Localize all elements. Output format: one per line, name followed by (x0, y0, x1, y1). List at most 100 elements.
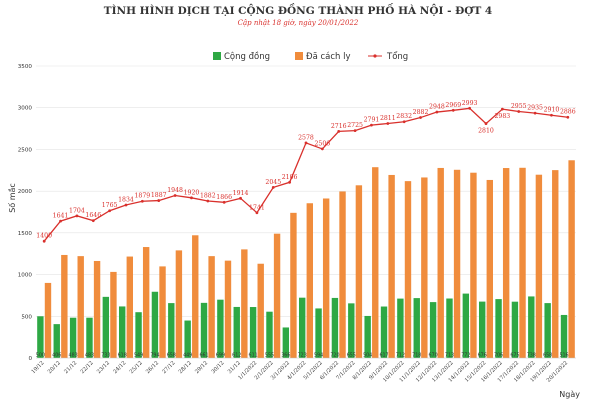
x-tick-label-10: 29/12 (194, 360, 209, 375)
bar-cong-dong-19 (348, 303, 355, 358)
tong-value-label-32: 2886 (560, 109, 576, 116)
bar-cong-dong-2 (69, 317, 77, 358)
bar-cong-dong-28 (495, 299, 502, 358)
tong-point-31 (550, 113, 553, 117)
bar-cong-dong-5 (119, 306, 126, 358)
cong-dong-value-label-22: 712 (396, 353, 405, 359)
bar-da-cach-ly-25 (453, 169, 461, 358)
tong-point-30 (533, 111, 537, 115)
cong-dong-value-label-15: 366 (281, 353, 290, 359)
cong-dong-value-label-12: 612 (232, 353, 241, 359)
bar-da-cach-ly-14 (273, 233, 281, 358)
tong-point-11 (222, 200, 226, 204)
bar-da-cach-ly-31 (552, 170, 559, 358)
bar-da-cach-ly-5 (126, 256, 133, 358)
tong-value-label-4: 1765 (102, 202, 118, 209)
tong-point-27 (484, 122, 488, 125)
cong-dong-value-label-20: 504 (363, 353, 372, 359)
bar-da-cach-ly-0 (44, 282, 52, 358)
bar-da-cach-ly-19 (355, 185, 363, 358)
bar-da-cach-ly-2 (77, 256, 84, 358)
cong-dong-value-label-16: 723 (298, 353, 307, 359)
x-tick-label-11: 30/12 (211, 360, 226, 375)
tong-point-13 (255, 211, 259, 215)
y-tick-label-6: 3000 (18, 106, 33, 112)
tong-point-23 (419, 116, 422, 119)
x-tick-label-2: 21/12 (63, 360, 78, 375)
tong-value-label-7: 1887 (151, 192, 167, 199)
tong-value-label-3: 1646 (85, 212, 101, 219)
bar-cong-dong-9 (184, 320, 191, 358)
x-tick-label-3: 22/12 (80, 360, 95, 375)
bar-cong-dong-12 (233, 306, 240, 358)
cong-dong-value-label-8: 658 (167, 353, 176, 359)
y-tick-label-4: 2000 (18, 189, 33, 195)
cong-dong-value-label-9: 449 (183, 353, 192, 359)
tong-value-label-1: 1641 (53, 213, 69, 220)
y-axis-label: Số mắc (7, 183, 17, 213)
tong-point-26 (468, 106, 472, 110)
bar-da-cach-ly-22 (404, 181, 412, 358)
tong-value-label-23: 2882 (413, 109, 429, 116)
bar-da-cach-ly-13 (257, 263, 264, 358)
tong-value-label-20: 2791 (364, 117, 380, 124)
tong-value-label-16: 2578 (298, 134, 314, 141)
tong-value-label-6: 1879 (134, 193, 150, 200)
tong-point-0 (42, 239, 46, 243)
cong-dong-value-label-5: 618 (118, 353, 127, 359)
bar-da-cach-ly-29 (519, 167, 526, 358)
bar-da-cach-ly-9 (192, 235, 199, 358)
bar-cong-dong-30 (528, 296, 535, 358)
bar-da-cach-ly-3 (93, 260, 101, 358)
cong-dong-value-label-21: 617 (379, 353, 388, 359)
y-tick-label-7: 3500 (18, 64, 33, 70)
tong-value-label-17: 2506 (314, 140, 330, 147)
tong-point-3 (91, 219, 95, 223)
tong-value-label-25: 2969 (445, 102, 461, 109)
tong-point-5 (124, 203, 128, 207)
tong-point-12 (239, 196, 242, 200)
cong-dong-value-labels: 500 406 483 483 733 618 549 794 658 449 661 699 612 6… (36, 353, 569, 359)
cong-dong-value-label-3: 483 (85, 353, 94, 359)
tong-point-24 (435, 110, 439, 114)
bar-cong-dong-29 (511, 301, 519, 358)
x-tick-label-9: 28/12 (178, 360, 193, 375)
bar-da-cach-ly-8 (175, 250, 183, 358)
y-tick-label-2: 1000 (18, 273, 33, 279)
tong-value-label-9: 1920 (184, 189, 200, 196)
bar-da-cach-ly-24 (437, 167, 444, 358)
bar-cong-dong-16 (299, 297, 306, 358)
y-axis-ticks: 0 500 1000 1500 2000 2500 3000 3500 (18, 64, 33, 362)
x-axis-ticks: 19/12 20/12 21/12 22/12 23/12 24/12 25/12 26/12… (31, 360, 570, 383)
tong-value-label-10: 1882 (200, 192, 216, 199)
cong-dong-value-label-1: 406 (52, 353, 61, 359)
bar-cong-dong-26 (462, 293, 470, 358)
bar-cong-dong-31 (544, 303, 551, 358)
cong-dong-value-label-4: 733 (101, 353, 110, 359)
tong-point-1 (59, 219, 62, 223)
cong-dong-value-label-24: 670 (429, 353, 438, 359)
tong-point-19 (353, 129, 357, 133)
tong-point-2 (75, 214, 79, 218)
y-tick-label-0: 0 (28, 356, 32, 362)
tong-point-4 (108, 209, 112, 213)
legend-swatch-da-cach-ly (295, 52, 303, 60)
tong-point-15 (288, 180, 292, 184)
bar-cong-dong-27 (479, 301, 486, 358)
bar-cong-dong-21 (380, 306, 388, 358)
tong-point-18 (337, 130, 341, 133)
bar-da-cach-ly-6 (142, 247, 150, 358)
bar-da-cach-ly-23 (421, 177, 428, 358)
legend-label-cong-dong: Cộng đồng (224, 51, 270, 62)
cong-dong-value-label-18: 720 (330, 353, 339, 359)
tong-point-25 (451, 108, 455, 112)
cong-dong-value-label-0: 500 (36, 353, 45, 359)
tong-value-label-31: 2910 (544, 107, 560, 114)
bar-da-cach-ly-16 (306, 203, 313, 358)
tong-value-label-21: 2811 (380, 115, 396, 122)
x-tick-label-12: 31/12 (227, 360, 242, 375)
cong-dong-value-label-25: 713 (445, 353, 454, 359)
legend-label-tong: Tổng (386, 51, 408, 62)
tong-value-label-18: 2716 (331, 123, 347, 130)
